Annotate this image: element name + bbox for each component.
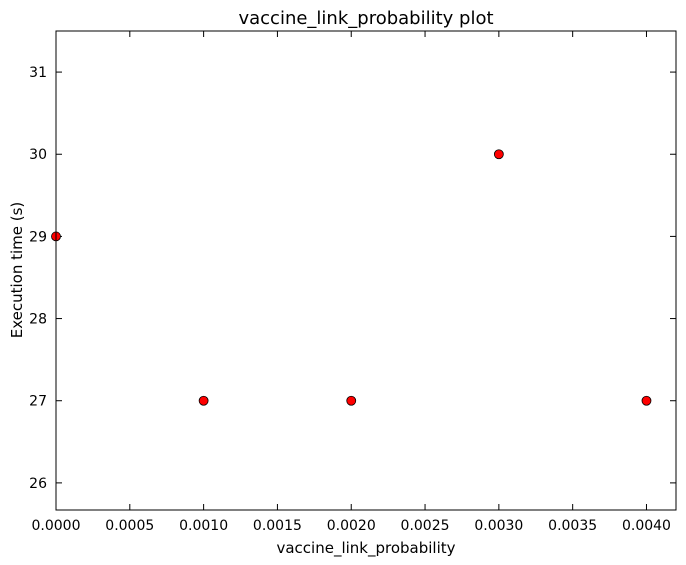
points-layer (51, 149, 652, 406)
x-tick-label: 0.0000 (32, 518, 81, 534)
x-tick-label: 0.0005 (105, 518, 154, 534)
y-tick-label: 28 (29, 312, 47, 328)
chart-title: vaccine_link_probability plot (238, 8, 493, 29)
y-tick-label: 30 (29, 147, 47, 163)
y-tick-label: 26 (29, 476, 47, 492)
y-tick-label: 27 (29, 394, 47, 410)
x-tick-label: 0.0025 (401, 518, 450, 534)
x-tick-label: 0.0040 (622, 518, 671, 534)
ticks-layer: 0.0000 0.0005 0.0010 0.0015 0.0020 0.0025 0.00… (29, 31, 676, 534)
data-point (346, 395, 357, 406)
x-axis-title: vaccine_link_probability (276, 539, 455, 558)
x-tick-label: 0.0015 (253, 518, 302, 534)
plot-frame (55, 30, 677, 511)
data-point (493, 149, 504, 160)
x-tick-label: 0.0035 (548, 518, 597, 534)
x-tick-label: 0.0020 (327, 518, 376, 534)
data-point (198, 395, 209, 406)
y-axis-title: Execution time (s) (8, 202, 26, 339)
y-tick-label: 31 (29, 65, 47, 81)
x-tick-label: 0.0010 (179, 518, 228, 534)
y-tick-label: 29 (29, 229, 47, 245)
data-point (641, 395, 652, 406)
x-tick-label: 0.0030 (474, 518, 523, 534)
